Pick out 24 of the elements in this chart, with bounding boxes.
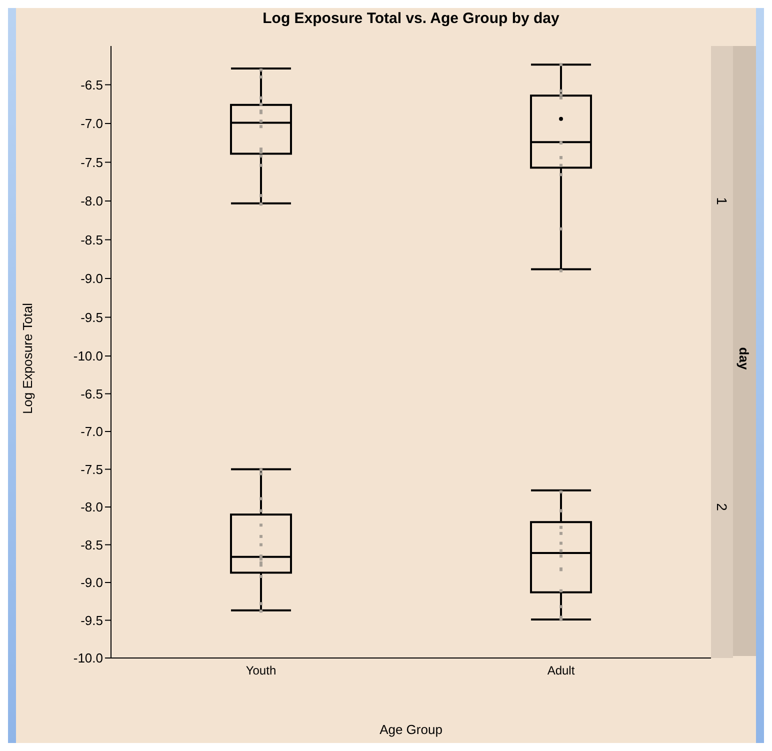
- text: day: [737, 346, 752, 370]
- x-axis-title: Age Group: [378, 722, 444, 737]
- x-tick-label: Adult: [547, 664, 576, 678]
- y-tick-label: -8.0: [80, 194, 103, 209]
- text: 1: [714, 197, 730, 205]
- y-tick-label: -8.5: [80, 232, 103, 248]
- y-tick-label: -7.0: [80, 424, 103, 440]
- y-tick-label: -9.0: [80, 271, 103, 286]
- y-tick-label: -10.0: [73, 650, 103, 666]
- y-tick-label: -10.0: [73, 348, 103, 364]
- y-tick-label: -7.5: [80, 462, 103, 477]
- y-tick-label: -9.0: [80, 575, 103, 590]
- y-tick-label: -6.5: [80, 77, 103, 92]
- y-tick-label: -8.5: [80, 537, 103, 552]
- y-tick-label: -6.5: [80, 386, 103, 402]
- y-tick-label: -7.5: [80, 154, 103, 170]
- y-tick-label: -9.5: [80, 310, 103, 325]
- y-axis-title: Log Exposure Total: [20, 302, 36, 414]
- y-tick-label: -9.5: [80, 612, 103, 628]
- x-tick-label: Youth: [246, 664, 276, 678]
- text: 2: [714, 503, 730, 511]
- chart-title: Log Exposure Total vs. Age Group by day: [262, 10, 560, 27]
- y-tick-label: -7.0: [80, 116, 103, 132]
- y-tick-label: -8.0: [80, 500, 103, 515]
